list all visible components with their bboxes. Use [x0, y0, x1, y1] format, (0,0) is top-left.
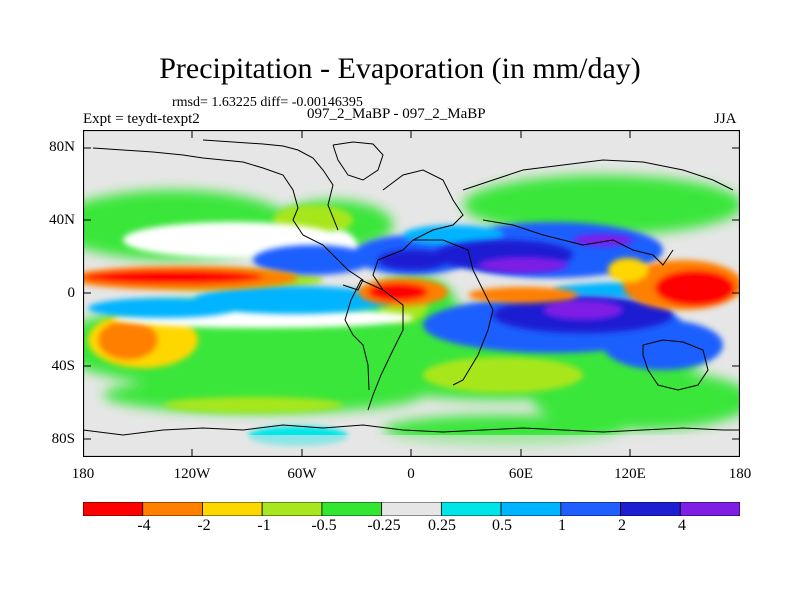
- colorbar-label: -0.5: [311, 517, 337, 534]
- y-tick-label: 80N: [49, 139, 75, 155]
- x-tick-label: 120E: [614, 466, 646, 482]
- x-tick-label: 0: [407, 466, 415, 482]
- colorbar-label: -2: [197, 517, 211, 534]
- coastlines: [83, 139, 740, 436]
- colorbar-label: 0.5: [492, 517, 512, 534]
- plot-title: Precipitation - Evaporation (in mm/day): [159, 52, 641, 85]
- colorbar-swatch: [560, 502, 621, 516]
- y-tick-label: 80S: [51, 431, 75, 447]
- colorbar-label: -4: [137, 517, 151, 534]
- colorbar-label: 2: [618, 517, 626, 534]
- colorbar-swatch: [83, 502, 144, 516]
- colorbar: [83, 502, 740, 516]
- colorbar-swatch: [500, 502, 562, 516]
- colorbar-swatch: [620, 502, 681, 516]
- colorbar-swatch: [440, 502, 502, 516]
- colorbar-label: -1: [257, 517, 271, 534]
- colorbar-label: 4: [678, 517, 686, 534]
- colorbar-swatch: [202, 502, 263, 516]
- x-tick-label: 120W: [173, 466, 211, 482]
- x-tick-label: 180: [71, 466, 95, 482]
- y-tick-label: 40N: [49, 212, 75, 228]
- stats-text: rmsd= 1.63225 diff= -0.00146395: [172, 95, 363, 110]
- tick-marks: [83, 130, 740, 457]
- y-tick-label: 0: [67, 285, 76, 301]
- season-label: JJA: [714, 111, 737, 127]
- colorbar-swatch: [261, 502, 323, 516]
- colorbar-swatch: [381, 502, 442, 516]
- colorbar-swatch: [679, 502, 740, 516]
- map-plot: [83, 130, 740, 457]
- experiment-label: Expt = teydt-texpt2: [83, 111, 200, 127]
- y-tick-label: 40S: [51, 358, 75, 374]
- precip-field: [83, 130, 740, 457]
- x-tick-label: 60W: [287, 466, 317, 482]
- colorbar-label: -0.25: [367, 517, 401, 534]
- colorbar-label: 1: [558, 517, 566, 534]
- x-tick-label: 180: [728, 466, 752, 482]
- comparison-label: 097_2_MaBP - 097_2_MaBP: [307, 106, 486, 122]
- colorbar-swatch: [321, 502, 383, 516]
- x-tick-label: 60E: [508, 466, 534, 482]
- colorbar-label: 0.25: [428, 517, 456, 534]
- colorbar-swatch: [142, 502, 203, 516]
